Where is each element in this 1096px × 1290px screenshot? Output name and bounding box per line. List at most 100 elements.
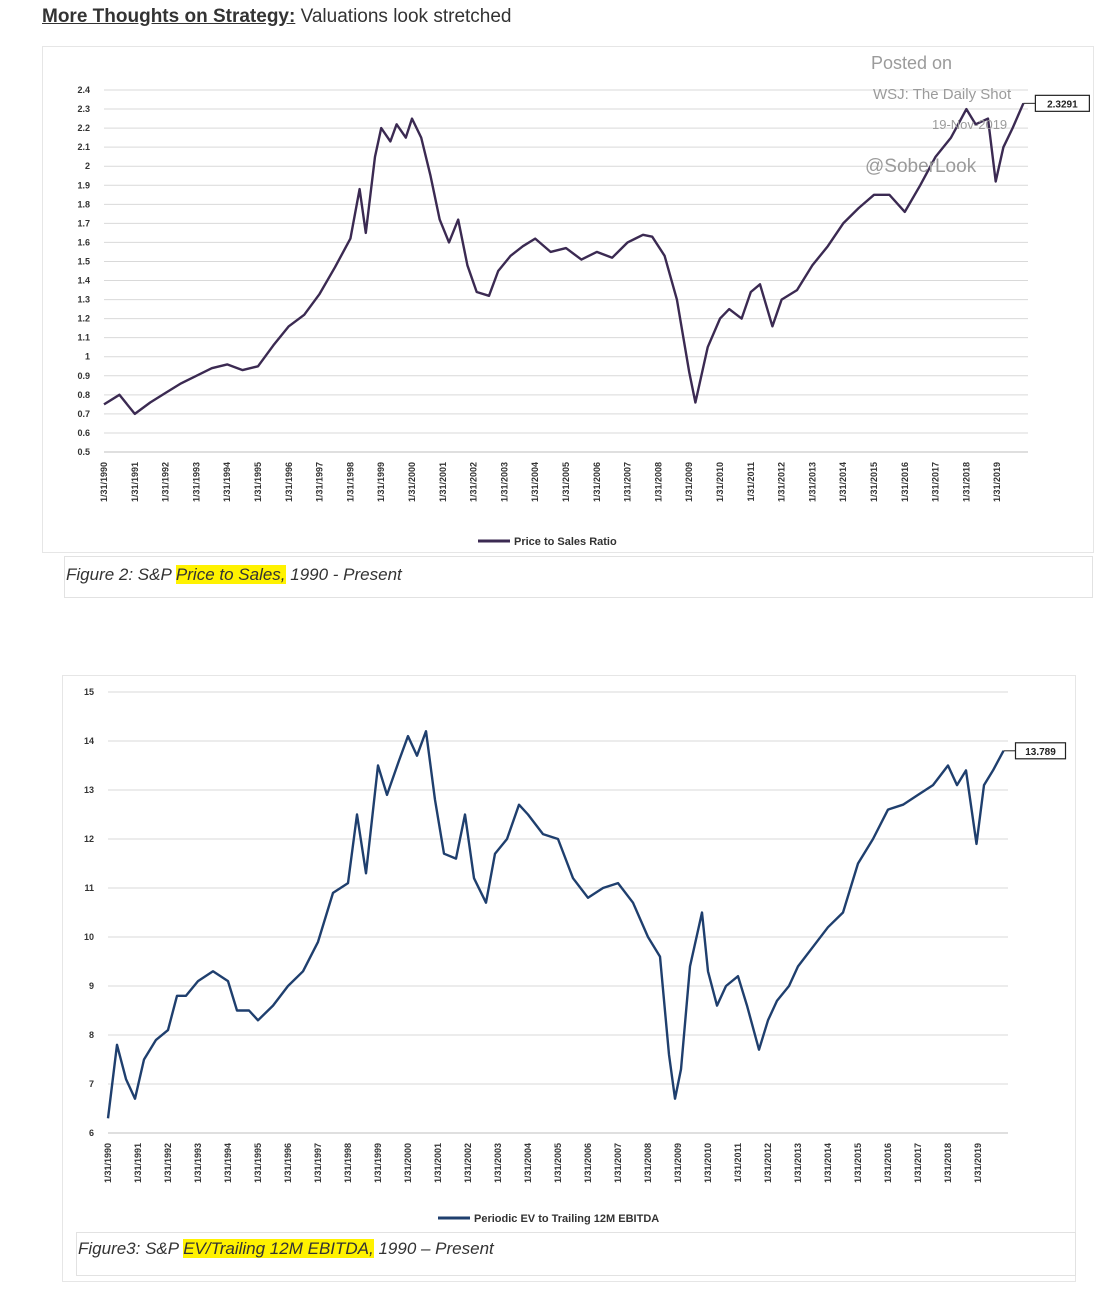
chart1-x-tick-label: 1/31/2019 xyxy=(992,462,1002,502)
chart1-x-tick-label: 1/31/1990 xyxy=(99,462,109,502)
chart2-x-tick-label: 1/31/2005 xyxy=(553,1143,563,1183)
chart2-x-tick-label: 1/31/2004 xyxy=(523,1143,533,1183)
chart1-x-tick-label: 1/31/2013 xyxy=(807,462,817,502)
chart1-series-line xyxy=(103,102,1025,416)
page-heading: More Thoughts on Strategy: Valuations lo… xyxy=(42,6,512,28)
figure2-caption: Figure 2: S&P Price to Sales, 1990 - Pre… xyxy=(66,565,402,585)
chart1-y-tick-label: 1.1 xyxy=(77,333,90,343)
chart1-y-tick-label: 1.3 xyxy=(77,295,90,305)
chart1-x-tick-label: 1/31/2000 xyxy=(407,462,417,502)
chart1-x-tick-label: 1/31/2002 xyxy=(469,462,479,502)
chart1-x-tick-label: 1/31/1993 xyxy=(191,462,201,502)
chart2-y-tick-label: 8 xyxy=(89,1030,94,1040)
chart2-x-tick-label: 1/31/1999 xyxy=(373,1143,383,1183)
chart2-x-tick-label: 1/31/2010 xyxy=(703,1143,713,1183)
heading-lead: More Thoughts on Strategy: xyxy=(42,6,296,27)
chart1-x-tick-label: 1/31/2018 xyxy=(961,462,971,502)
chart2-x-tick-label: 1/31/2011 xyxy=(733,1143,743,1183)
watermark-handle: @SoberLook xyxy=(865,156,977,177)
chart2-end-label: 13.789 xyxy=(1025,747,1056,758)
chart2-x-tick-label: 1/31/2012 xyxy=(763,1143,773,1183)
watermark-posted-on: Posted on xyxy=(871,53,953,73)
figure2-caption-suffix: 1990 - Present xyxy=(285,565,402,584)
chart1-x-tick-label: 1/31/2014 xyxy=(838,462,848,502)
figure2-frame xyxy=(42,46,1094,553)
chart1-x-tick-label: 1/31/2007 xyxy=(623,462,633,502)
chart2-x-tick-label: 1/31/2013 xyxy=(793,1143,803,1183)
chart2-x-tick-label: 1/31/2014 xyxy=(823,1143,833,1183)
chart1-legend-label: Price to Sales Ratio xyxy=(514,536,617,548)
chart1-y-tick-label: 1 xyxy=(85,352,90,362)
watermark-date: 19-Nov-2019 xyxy=(932,117,1008,132)
chart2-x-tick-label: 1/31/2001 xyxy=(433,1143,443,1183)
chart1-y-tick-label: 2.4 xyxy=(77,85,90,95)
chart2-x-tick-label: 1/31/1995 xyxy=(253,1143,263,1183)
figure2-caption-highlight: Price to Sales, xyxy=(175,565,286,584)
chart1-x-tick-label: 1/31/2010 xyxy=(715,462,725,502)
chart2-y-tick-label: 9 xyxy=(89,981,94,991)
chart2-y-tick-label: 6 xyxy=(89,1128,94,1138)
chart1-y-tick-label: 2.3 xyxy=(77,104,90,114)
chart1-x-tick-label: 1/31/2011 xyxy=(746,462,756,502)
figure2-caption-prefix: Figure 2: S&P xyxy=(66,565,176,584)
figure3-caption: Figure3: S&P EV/Trailing 12M EBITDA, 199… xyxy=(78,1239,494,1259)
chart1-x-tick-label: 1/31/2003 xyxy=(499,462,509,502)
watermark-source: WSJ: The Daily Shot xyxy=(873,86,1012,103)
chart1-y-tick-label: 2.1 xyxy=(77,142,90,152)
chart1-y-tick-label: 0.6 xyxy=(77,428,90,438)
chart2-x-tick-label: 1/31/2015 xyxy=(853,1143,863,1183)
chart1-y-tick-label: 1.9 xyxy=(77,180,90,190)
chart2-x-tick-label: 1/31/1992 xyxy=(163,1143,173,1183)
chart2-x-tick-label: 1/31/1994 xyxy=(223,1143,233,1183)
chart1-y-tick-label: 1.2 xyxy=(77,314,90,324)
chart1-y-tick-label: 1.6 xyxy=(77,237,90,247)
figure3-caption-highlight: EV/Trailing 12M EBITDA, xyxy=(183,1239,374,1258)
chart2-x-tick-label: 1/31/2016 xyxy=(883,1143,893,1183)
chart2-x-tick-label: 1/31/1997 xyxy=(313,1143,323,1183)
chart1-end-label-box xyxy=(1034,94,1090,112)
chart1-x-tick-label: 1/31/1991 xyxy=(130,462,140,502)
chart1-x-tick-label: 1/31/1996 xyxy=(284,462,294,502)
heading-rest: Valuations look stretched xyxy=(295,6,512,27)
chart2-y-tick-label: 13 xyxy=(84,785,94,795)
chart1-end-label: 2.3291 xyxy=(1047,99,1078,110)
chart2-x-tick-label: 1/31/1991 xyxy=(133,1143,143,1183)
chart1-y-tick-label: 2.2 xyxy=(77,123,90,133)
price-to-sales-chart: 0.5 0.6 0.7 0.8 0.9 1 1.1 1.2 1.3 1.4 1.5 1.6 1.7 1.8… xyxy=(77,85,1090,548)
figure3-frame xyxy=(62,675,1076,1282)
figure3-caption-suffix: 1990 – Present xyxy=(373,1239,494,1258)
chart1-x-tick-label: 1/31/2005 xyxy=(561,462,571,502)
chart2-x-tick-label: 1/31/2008 xyxy=(643,1143,653,1183)
chart1-y-tick-label: 1.5 xyxy=(77,256,90,266)
chart2-x-tick-label: 1/31/1990 xyxy=(103,1143,113,1183)
chart1-y-tick-label: 0.9 xyxy=(77,371,90,381)
chart1-y-tick-label: 1.8 xyxy=(77,199,90,209)
chart1-x-tick-label: 1/31/2012 xyxy=(777,462,787,502)
chart1-y-tick-label: 0.7 xyxy=(77,409,90,419)
chart1-x-tick-label: 1/31/1994 xyxy=(222,462,232,502)
chart2-x-tick-label: 1/31/2006 xyxy=(583,1143,593,1183)
chart2-y-tick-label: 15 xyxy=(84,687,94,697)
chart1-x-tick-label: 1/31/1997 xyxy=(315,462,325,502)
chart2-end-label-box xyxy=(1014,742,1067,760)
chart2-x-tick-label: 1/31/2009 xyxy=(673,1143,683,1183)
chart1-x-tick-label: 1/31/1999 xyxy=(376,462,386,502)
chart2-series-line xyxy=(106,730,1005,1119)
chart2-x-tick-label: 1/31/2019 xyxy=(973,1143,983,1183)
chart2-y-tick-label: 14 xyxy=(84,736,94,746)
chart1-x-tick-label: 1/31/2016 xyxy=(900,462,910,502)
chart2-x-tick-label: 1/31/2003 xyxy=(493,1143,503,1183)
chart2-x-tick-label: 1/31/2007 xyxy=(613,1143,623,1183)
chart2-x-tick-label: 1/31/1998 xyxy=(343,1143,353,1183)
chart1-x-tick-label: 1/31/2001 xyxy=(438,462,448,502)
chart1-y-tick-label: 2 xyxy=(85,161,90,171)
chart2-y-tick-label: 10 xyxy=(84,932,94,942)
chart2-x-tick-label: 1/31/2002 xyxy=(463,1143,473,1183)
chart1-x-tick-label: 1/31/2004 xyxy=(530,462,540,502)
chart2-y-tick-label: 7 xyxy=(89,1079,94,1089)
chart2-y-tick-label: 11 xyxy=(84,883,94,893)
chart1-y-tick-label: 1.7 xyxy=(77,218,90,228)
chart1-y-tick-label: 0.5 xyxy=(77,447,90,457)
chart1-y-tick-label: 1.4 xyxy=(77,276,90,286)
